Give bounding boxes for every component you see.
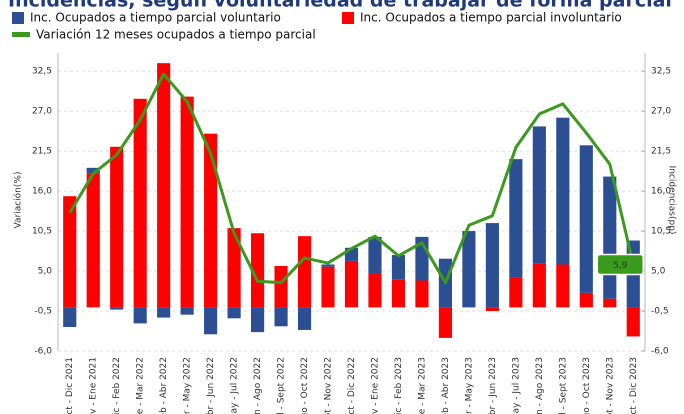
y-tick-label: 5,0 bbox=[38, 267, 53, 277]
bar bbox=[86, 173, 100, 308]
bar bbox=[509, 277, 523, 308]
x-tick-label: Jun - Ago 2023 bbox=[535, 357, 545, 414]
bar bbox=[391, 255, 406, 280]
bar bbox=[626, 307, 640, 337]
bar bbox=[438, 307, 452, 338]
bar bbox=[556, 264, 570, 308]
y2-tick-label: 27,0 bbox=[651, 107, 671, 117]
legend-label: Inc. Ocupados a tiempo parcial voluntari… bbox=[30, 11, 281, 25]
bar bbox=[274, 265, 288, 308]
bar bbox=[485, 307, 499, 312]
x-tick-label: Sept - Nov 2023 bbox=[605, 357, 615, 414]
x-tick-label: Mar - May 2022 bbox=[183, 357, 193, 414]
x-tick-label: Dic - Feb 2023 bbox=[394, 357, 404, 414]
bar bbox=[321, 266, 335, 308]
bar bbox=[251, 233, 265, 308]
bar bbox=[180, 307, 194, 315]
bar bbox=[204, 307, 218, 335]
x-tick-label: Oct - Dic 2022 bbox=[347, 357, 357, 414]
x-tick-label: Nov - Ene 2022 bbox=[370, 357, 380, 414]
legend-label: Variación 12 meses ocupados a tiempo par… bbox=[36, 28, 316, 42]
y-axis-label: Variación(%) bbox=[13, 172, 24, 229]
bar bbox=[368, 273, 382, 308]
x-tick-label: Jun - Ago 2022 bbox=[253, 357, 263, 414]
x-tick-label: Nov - Ene 2021 bbox=[89, 357, 99, 414]
y2-axis-label: Incidencias(pp) bbox=[667, 166, 677, 235]
legend-swatch bbox=[342, 12, 354, 24]
y-tick-label: 27,0 bbox=[32, 107, 52, 117]
bar bbox=[227, 307, 241, 319]
x-tick-label: Ago - Oct 2023 bbox=[582, 357, 592, 414]
bar bbox=[509, 159, 523, 278]
bar bbox=[63, 196, 77, 308]
bar bbox=[157, 63, 171, 308]
y-tick-label: -6,0 bbox=[34, 347, 52, 357]
y2-tick-label: -0,5 bbox=[651, 307, 669, 317]
bar bbox=[227, 228, 241, 308]
data-label-box bbox=[596, 253, 645, 276]
bar bbox=[462, 231, 476, 308]
x-tick-label: Feb - Abr 2023 bbox=[441, 357, 451, 414]
y-tick-label: 21,5 bbox=[32, 147, 52, 157]
x-tick-label: Jul - Sept 2023 bbox=[558, 357, 568, 414]
bar bbox=[297, 236, 312, 308]
legend-label: Inc. Ocupados a tiempo parcial involunta… bbox=[360, 11, 622, 25]
bar bbox=[485, 223, 499, 308]
y2-tick-label: 32,5 bbox=[651, 67, 671, 77]
x-tick-label: Abr - Jun 2023 bbox=[488, 357, 498, 414]
bar bbox=[579, 292, 593, 308]
data-label: 5,9 bbox=[613, 261, 628, 271]
y-tick-label: -0,5 bbox=[34, 307, 52, 317]
x-tick-label: Oct - Dic 2021 bbox=[65, 357, 75, 414]
bar bbox=[297, 307, 312, 330]
bar bbox=[133, 98, 147, 308]
bar bbox=[368, 236, 382, 274]
y-tick-label: 10,5 bbox=[32, 227, 52, 237]
y-tick-label: 16,0 bbox=[32, 187, 52, 197]
y-tick-label: 32,5 bbox=[32, 67, 52, 77]
bar bbox=[579, 145, 593, 293]
bar bbox=[86, 167, 100, 174]
line bbox=[68, 72, 635, 285]
x-tick-label: Ago - Oct 2022 bbox=[300, 357, 310, 414]
bar bbox=[556, 117, 570, 265]
x-tick-label: Dic - Feb 2022 bbox=[112, 357, 122, 414]
bar bbox=[415, 280, 429, 308]
x-tick-label: May - Jul 2022 bbox=[230, 357, 240, 414]
x-tick-label: Ene - Mar 2022 bbox=[136, 357, 146, 414]
bar bbox=[391, 279, 406, 308]
chart-title: Incidencias, según voluntariedad de trab… bbox=[8, 0, 672, 12]
x-tick-label: Jul - Sept 2022 bbox=[277, 357, 287, 414]
bar bbox=[603, 298, 617, 308]
y2-tick-label: 21,5 bbox=[651, 147, 671, 157]
y2-tick-label: 10,5 bbox=[651, 227, 671, 237]
x-tick-label: Mar - May 2023 bbox=[464, 357, 474, 414]
x-tick-label: Abr - Jun 2022 bbox=[206, 357, 216, 414]
bar bbox=[532, 263, 546, 308]
bar bbox=[603, 176, 617, 299]
x-tick-label: Oct - Dic 2023 bbox=[629, 357, 639, 414]
x-tick-label: Feb - Abr 2022 bbox=[159, 357, 169, 414]
bar bbox=[157, 307, 171, 318]
x-tick-label: May - Jul 2023 bbox=[511, 357, 521, 414]
bar bbox=[532, 126, 546, 264]
y2-tick-label: 16,0 bbox=[651, 187, 671, 197]
bar bbox=[251, 307, 265, 333]
x-tick-label: Ene - Mar 2023 bbox=[417, 357, 427, 414]
bar bbox=[204, 133, 218, 308]
bar bbox=[344, 260, 359, 308]
bar bbox=[133, 307, 147, 324]
y2-tick-label: -6,0 bbox=[651, 347, 669, 357]
legend-swatch bbox=[12, 12, 24, 24]
bar bbox=[274, 307, 288, 327]
y2-tick-label: 5,0 bbox=[651, 267, 666, 277]
x-tick-label: Sept - Nov 2022 bbox=[324, 357, 334, 414]
legend-swatch bbox=[12, 32, 30, 37]
bar bbox=[321, 264, 335, 267]
bar bbox=[63, 307, 77, 328]
bar bbox=[110, 146, 124, 308]
bar bbox=[180, 96, 194, 308]
bar bbox=[110, 307, 124, 310]
